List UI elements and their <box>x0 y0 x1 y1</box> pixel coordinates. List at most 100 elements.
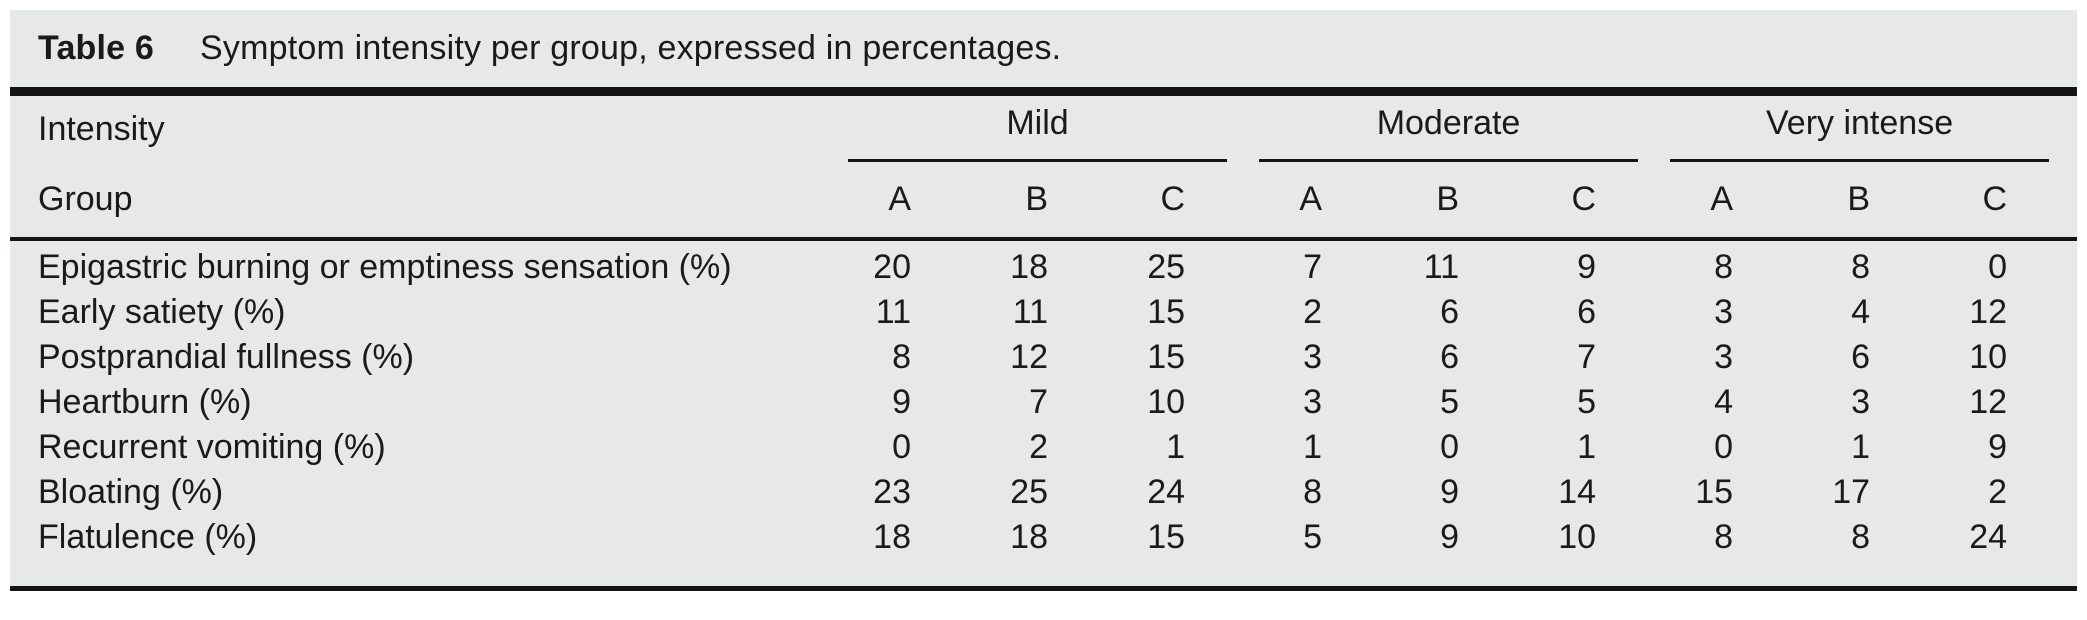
value-cell: 4 <box>1851 293 1871 331</box>
group-header-moderate: Moderate <box>1255 96 1666 162</box>
value-cell: 3 <box>1714 293 1734 331</box>
value-cell: 0 <box>1440 428 1460 466</box>
group-header-moderate-underline: Moderate <box>1259 104 1639 162</box>
value-cell: 10 <box>1558 518 1597 556</box>
value-cell: 7 <box>1577 338 1597 376</box>
value-cell: 0 <box>1714 428 1734 466</box>
group-header-mild-label: Mild <box>1006 104 1069 142</box>
table-number: Table 6 <box>38 29 155 67</box>
value-cell: 3 <box>1303 383 1323 421</box>
group-header-very-intense: Very intense <box>1666 96 2077 162</box>
value-cell: 5 <box>1303 518 1323 556</box>
value-cell: 15 <box>1147 293 1186 331</box>
value-cell: 8 <box>1851 248 1871 286</box>
value-cell: 23 <box>873 473 911 511</box>
value-cell: 18 <box>1010 248 1048 286</box>
value-cell: 24 <box>1969 518 2008 556</box>
value-cell: 8 <box>1714 518 1734 556</box>
group-header-very-intense-underline: Very intense <box>1670 104 2050 162</box>
group-header-very-intense-label: Very intense <box>1765 104 1954 142</box>
value-cell: 2 <box>1303 293 1323 331</box>
value-cell: 1 <box>1577 428 1597 466</box>
value-cell: 25 <box>1147 248 1186 286</box>
value-cell: 2 <box>1988 473 2008 511</box>
row-label: Postprandial fullness (%) <box>38 338 415 376</box>
value-cell: 6 <box>1440 338 1460 376</box>
value-cell: 18 <box>1010 518 1048 556</box>
value-cell: 14 <box>1558 473 1597 511</box>
value-cell: 15 <box>1147 338 1186 376</box>
value-cell: 20 <box>873 248 911 286</box>
value-cell: 10 <box>1969 338 2008 376</box>
row-label: Flatulence (%) <box>38 518 258 556</box>
value-cell: 18 <box>873 518 911 556</box>
value-cell: 11 <box>875 293 911 331</box>
group-label: Group <box>10 162 844 241</box>
value-cell: 9 <box>1440 518 1460 556</box>
value-cell: 8 <box>892 338 911 376</box>
row-label: Recurrent vomiting (%) <box>38 428 386 466</box>
row-label: Early satiety (%) <box>38 293 286 331</box>
value-cell: 2 <box>1029 428 1048 466</box>
table-row: Early satiety (%) 11 11 15 2 6 6 3 4 12 <box>10 290 2077 335</box>
subcolumn-header-mild-b: B <box>981 162 1118 241</box>
value-cell: 7 <box>1303 248 1323 286</box>
header-row-group: Group A B C A B C A B C <box>10 162 2078 241</box>
table-row: Bloating (%) 23 25 24 8 9 14 15 17 2 <box>10 470 2077 515</box>
value-cell: 5 <box>1577 383 1597 421</box>
intensity-label: Intensity <box>38 109 165 148</box>
value-cell: 12 <box>1969 293 2008 331</box>
subcolumn-header-moderate-c: C <box>1529 162 1667 241</box>
value-cell: 9 <box>1988 428 2008 466</box>
table-caption-text: Symptom intensity per group, expressed i… <box>200 29 1062 67</box>
table-row: Recurrent vomiting (%) 0 2 1 1 0 1 0 1 9 <box>10 425 2077 470</box>
value-cell: 3 <box>1714 338 1734 376</box>
value-cell: 5 <box>1440 383 1460 421</box>
value-cell: 6 <box>1440 293 1460 331</box>
value-cell: 25 <box>1010 473 1048 511</box>
value-cell: 0 <box>892 428 911 466</box>
value-cell: 11 <box>1423 248 1460 286</box>
value-cell: 15 <box>1147 518 1186 556</box>
value-cell: 1 <box>1303 428 1323 466</box>
value-cell: 15 <box>1695 473 1734 511</box>
table-panel: Table 6 Symptom intensity per group, exp… <box>10 10 2078 591</box>
value-cell: 9 <box>1577 248 1597 286</box>
table-row: Epigastric burning or emptiness sensatio… <box>10 239 2077 290</box>
value-cell: 17 <box>1832 473 1871 511</box>
row-label: Bloating (%) <box>38 473 224 511</box>
value-cell: 24 <box>1147 473 1186 511</box>
value-cell: 12 <box>1969 383 2008 421</box>
subcolumn-header-very-intense-c: C <box>1940 162 2078 241</box>
value-cell: 11 <box>1012 293 1048 331</box>
top-rule <box>10 87 2077 96</box>
value-cell: 9 <box>1440 473 1460 511</box>
value-cell: 10 <box>1147 383 1186 421</box>
value-cell: 3 <box>1851 383 1871 421</box>
value-cell: 1 <box>1166 428 1186 466</box>
value-cell: 6 <box>1577 293 1597 331</box>
table-row: Heartburn (%) 9 7 10 3 5 5 4 3 12 <box>10 380 2077 425</box>
value-cell: 4 <box>1714 383 1734 421</box>
table-caption: Table 6 Symptom intensity per group, exp… <box>10 10 2077 87</box>
value-cell: 7 <box>1029 383 1048 421</box>
subcolumn-header-very-intense-a: A <box>1666 162 1804 241</box>
value-cell: 3 <box>1303 338 1323 376</box>
value-cell: 8 <box>1714 248 1734 286</box>
group-header-moderate-label: Moderate <box>1376 104 1521 142</box>
value-cell: 8 <box>1303 473 1323 511</box>
symptom-intensity-table: Intensity Mild Moderate Very intense <box>10 96 2078 560</box>
value-cell: 0 <box>1988 248 2008 286</box>
subcolumn-header-very-intense-b: B <box>1803 162 1941 241</box>
value-cell: 1 <box>1851 428 1871 466</box>
table-row: Flatulence (%) 18 18 15 5 9 10 8 8 24 <box>10 515 2077 560</box>
subcolumn-header-mild-a: A <box>844 162 981 241</box>
value-cell: 12 <box>1010 338 1048 376</box>
subcolumn-header-mild-c: C <box>1118 162 1256 241</box>
group-header-mild-underline: Mild <box>848 104 1228 162</box>
group-header-mild: Mild <box>844 96 1255 162</box>
subcolumn-header-moderate-b: B <box>1392 162 1530 241</box>
row-label: Epigastric burning or emptiness sensatio… <box>38 248 732 286</box>
row-label: Heartburn (%) <box>38 383 252 421</box>
